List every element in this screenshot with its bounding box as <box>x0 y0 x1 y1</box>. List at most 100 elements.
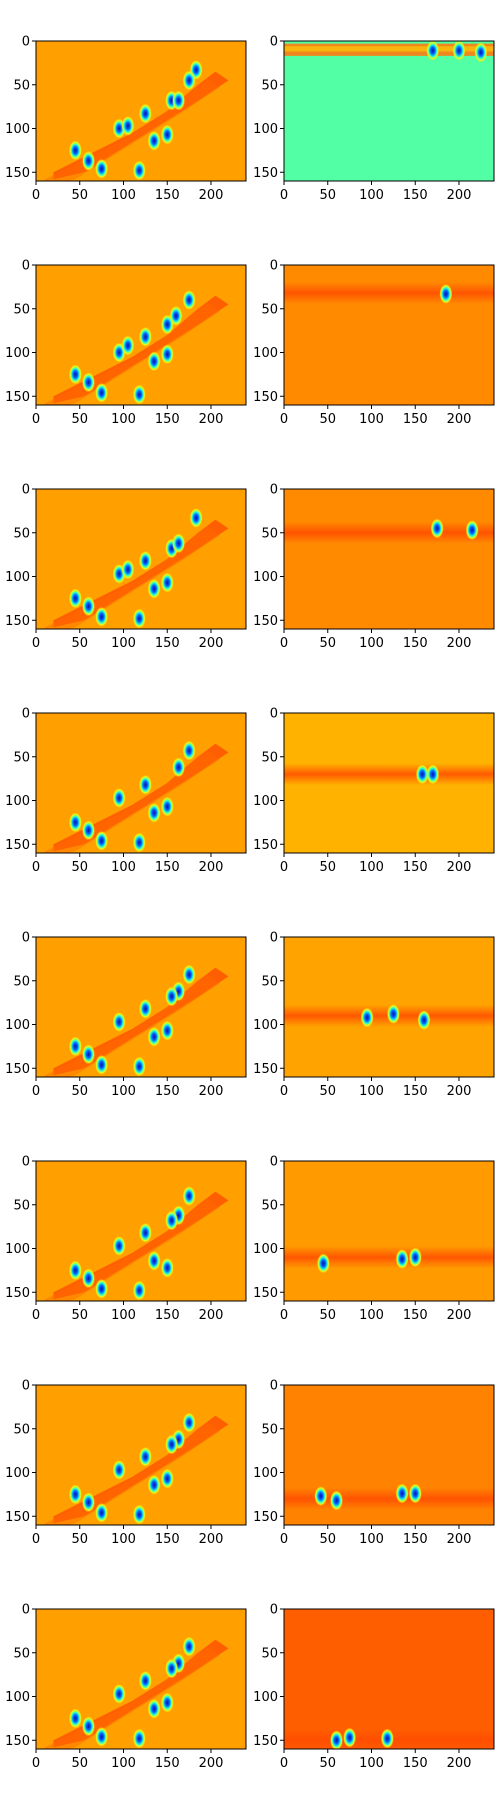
x-tick-label: 0 <box>32 860 40 875</box>
x-tick-label: 0 <box>32 636 40 651</box>
heatmap-image <box>284 1161 494 1301</box>
data-blob-3 <box>381 1729 394 1749</box>
y-tick-label: 100 <box>253 570 278 585</box>
data-blob-1 <box>314 1486 327 1506</box>
subplot-r5-c1: 0 50 100 150 200050100150 <box>5 931 246 1100</box>
data-blob-7 <box>113 1684 126 1704</box>
heatmap-background <box>284 1161 494 1301</box>
x-tick-label: 200 <box>447 636 472 651</box>
data-blob-1 <box>183 965 196 985</box>
data-blob-3 <box>165 1211 178 1231</box>
y-tick-label: 150 <box>5 1286 30 1301</box>
y-tick-label: 0 <box>22 1379 30 1394</box>
subplot-r2-c2: 0 50 100 150 200 0 50 100 150 <box>253 259 494 428</box>
heatmap-image <box>284 713 494 853</box>
y-tick-label: 0 <box>270 1379 278 1394</box>
x-tick-label: 100 <box>359 412 384 427</box>
data-blob-4 <box>172 91 185 111</box>
y-tick-label: 50 <box>13 1422 30 1437</box>
x-tick-label: 150 <box>155 1532 180 1547</box>
y-tick-label: 0 <box>22 35 30 50</box>
data-blob-8 <box>121 560 134 580</box>
data-blob-1 <box>183 741 196 761</box>
y-tick-label: 150 <box>5 1062 30 1077</box>
x-tick-label: 150 <box>403 412 428 427</box>
data-blob-3 <box>396 1484 409 1504</box>
y-tick-label: 100 <box>5 794 30 809</box>
y-tick-label: 100 <box>5 570 30 585</box>
data-blob-3 <box>418 1010 431 1030</box>
y-tick-label: 150 <box>253 390 278 405</box>
data-blob-11 <box>133 1505 146 1525</box>
x-tick-label: 100 <box>359 1084 384 1099</box>
data-blob-8 <box>82 820 95 840</box>
data-blob-11 <box>95 383 108 403</box>
y-tick-label: 50 <box>261 78 278 93</box>
y-tick-label: 50 <box>13 974 30 989</box>
x-tick-label: 50 <box>71 1532 88 1547</box>
x-tick-label: 150 <box>155 1084 180 1099</box>
heatmap-image <box>284 265 494 405</box>
x-tick-label: 150 <box>155 188 180 203</box>
data-blob-5 <box>161 1469 174 1489</box>
x-tick-label: 200 <box>447 188 472 203</box>
x-tick-label: 200 <box>199 1532 224 1547</box>
y-tick-label: 100 <box>5 1018 30 1033</box>
data-blob-8 <box>69 1484 82 1504</box>
y-tick-label: 0 <box>22 707 30 722</box>
heatmap-background <box>284 1609 494 1749</box>
data-blob-9 <box>82 1044 95 1064</box>
heatmap-image <box>284 1385 494 1525</box>
x-tick-label: 200 <box>447 1532 472 1547</box>
y-tick-label: 100 <box>253 1690 278 1705</box>
x-tick-label: 150 <box>155 636 180 651</box>
heatmap-image <box>284 937 494 1077</box>
y-tick-label: 50 <box>13 750 30 765</box>
x-tick-label: 50 <box>71 412 88 427</box>
y-tick-label: 0 <box>22 259 30 274</box>
y-tick-label: 150 <box>5 390 30 405</box>
data-blob-11 <box>95 607 108 627</box>
data-blob-3 <box>165 987 178 1007</box>
x-tick-label: 200 <box>199 860 224 875</box>
hot-band <box>284 522 494 544</box>
x-tick-label: 200 <box>199 188 224 203</box>
x-tick-label: 150 <box>403 1756 428 1771</box>
data-blob-1 <box>426 41 439 61</box>
x-tick-label: 50 <box>319 188 336 203</box>
x-tick-label: 200 <box>199 1084 224 1099</box>
x-tick-label: 200 <box>447 1308 472 1323</box>
heatmap-image <box>36 41 246 186</box>
x-tick-label: 100 <box>111 860 136 875</box>
data-blob-11 <box>82 151 95 171</box>
y-tick-label: 0 <box>270 931 278 946</box>
heatmap-image <box>36 1161 246 1306</box>
x-tick-label: 0 <box>280 860 288 875</box>
x-tick-label: 200 <box>199 636 224 651</box>
subplot-r6-c2: 0 50 100 150 200 0 50 100 150 <box>253 1155 494 1324</box>
y-tick-label: 50 <box>261 1422 278 1437</box>
data-blob-10 <box>95 1279 108 1299</box>
data-blob-1 <box>183 1413 196 1433</box>
data-blob-11 <box>133 1729 146 1749</box>
x-tick-label: 100 <box>359 860 384 875</box>
x-tick-label: 100 <box>111 1532 136 1547</box>
y-tick-label: 150 <box>253 614 278 629</box>
data-blob-4 <box>139 551 152 571</box>
data-blob-3 <box>139 775 152 795</box>
y-tick-label: 150 <box>253 1510 278 1525</box>
data-blob-12 <box>133 609 146 629</box>
data-blob-4 <box>139 327 152 347</box>
heatmap-image <box>36 1385 246 1530</box>
y-tick-label: 150 <box>253 166 278 181</box>
data-blob-2 <box>172 757 185 777</box>
data-blob-10 <box>95 1727 108 1747</box>
x-tick-label: 150 <box>403 1308 428 1323</box>
y-tick-label: 150 <box>5 1510 30 1525</box>
x-tick-label: 150 <box>403 1084 428 1099</box>
data-blob-5 <box>148 803 161 823</box>
x-tick-label: 0 <box>32 1756 40 1771</box>
y-tick-label: 100 <box>5 1466 30 1481</box>
data-blob-7 <box>113 1012 126 1032</box>
y-tick-label: 50 <box>261 302 278 317</box>
